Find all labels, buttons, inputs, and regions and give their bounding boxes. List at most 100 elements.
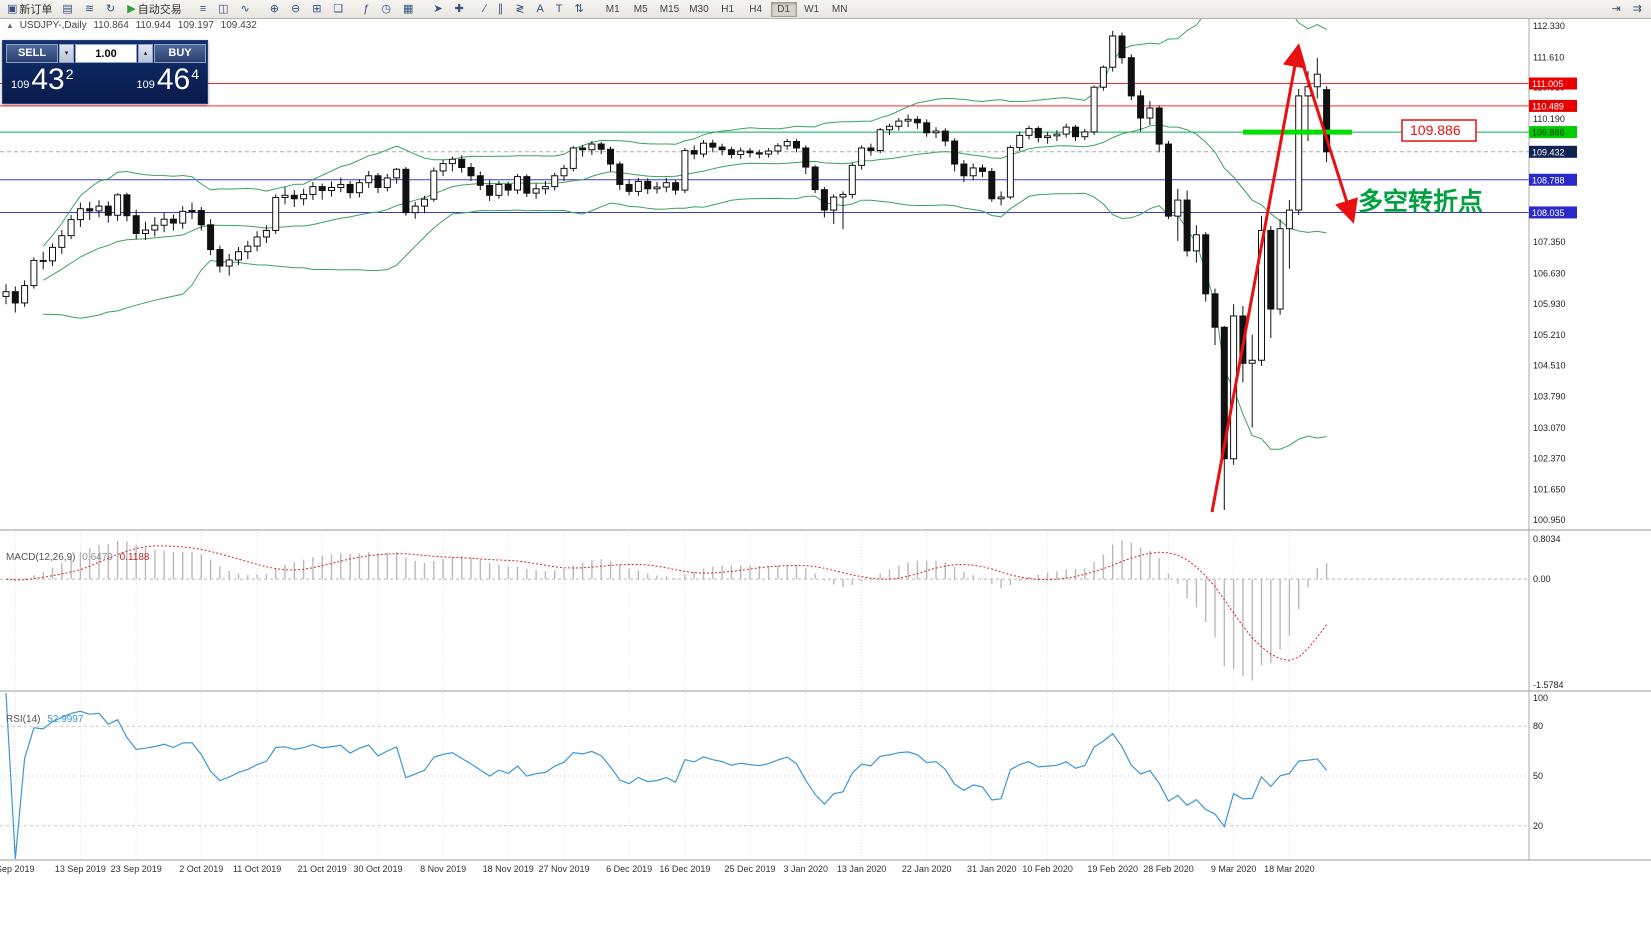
price-tag-box: [1401, 119, 1477, 142]
cursor-icon[interactable]: ➤: [429, 0, 448, 18]
y-tick: 112.330: [1533, 21, 1565, 31]
trendline-icon[interactable]: ∕: [480, 0, 492, 18]
x-date-label: 9 Mar 2020: [1211, 864, 1257, 874]
timeframe-d1[interactable]: D1: [770, 1, 797, 17]
timeframe-m30[interactable]: M30: [689, 3, 709, 15]
charts-icon[interactable]: ▤: [58, 0, 78, 18]
chart-shift-icon[interactable]: ⇥: [1608, 0, 1627, 18]
timeframe-h4[interactable]: H4: [749, 3, 763, 15]
rsi-value: 52.9997: [47, 714, 84, 725]
y-tick: 105.210: [1533, 330, 1566, 340]
timeframe-m1[interactable]: M1: [605, 3, 620, 15]
candlestick-chart-icon[interactable]: ◫: [214, 0, 234, 18]
macd-name: MACD(12,26,9): [6, 552, 76, 563]
timeframe-m15[interactable]: M15: [659, 3, 680, 15]
zoom-in-icon[interactable]: ⊕: [266, 0, 285, 18]
channel-icon: ∥: [497, 2, 504, 15]
x-date-label: 13 Sep 2019: [55, 864, 106, 874]
axis-price-label: [1529, 206, 1577, 219]
x-date-label: Sep 2019: [0, 864, 35, 874]
svg-text:109.432: 109.432: [1532, 147, 1565, 157]
bar-chart-icon[interactable]: ≡: [196, 0, 212, 18]
new-order-button[interactable]: ▣ 新订单: [3, 0, 56, 18]
volume-step-down[interactable]: ▾: [59, 44, 74, 63]
x-date-label: 21 Oct 2019: [298, 864, 347, 874]
volume-step-up[interactable]: ▴: [138, 44, 153, 63]
volume-input[interactable]: [75, 44, 137, 63]
text-icon[interactable]: A: [532, 0, 549, 18]
ohlc-high: 110.944: [135, 20, 171, 31]
autotrade-label: 自动交易: [137, 4, 182, 16]
svg-text:108.788: 108.788: [1532, 175, 1565, 185]
y-tick: 101.650: [1533, 485, 1566, 495]
svg-text:110.489: 110.489: [1532, 101, 1564, 111]
x-date-label: 13 Jan 2020: [837, 864, 887, 874]
x-date-label: 2 Oct 2019: [179, 864, 223, 874]
x-date-label: 3 Jan 2020: [784, 864, 829, 874]
symbol-info: ▲ USDJPY-,Daily 110.864 110.944 109.197 …: [6, 20, 257, 31]
x-date-label: 11 Oct 2019: [233, 864, 281, 874]
buy-price-prefix: 109: [136, 79, 155, 91]
templates-icon[interactable]: ▦: [399, 0, 419, 18]
crosshair-icon[interactable]: ✚: [451, 0, 470, 18]
timeframe-m5[interactable]: M5: [633, 3, 648, 15]
x-date-label: 8 Nov 2019: [420, 864, 466, 874]
auto-scroll-icon[interactable]: ⇉: [1629, 0, 1648, 18]
sell-price-prefix: 109: [11, 79, 30, 91]
zoom-in-icon: ⊕: [269, 2, 279, 15]
y-tick: 110.190: [1533, 114, 1565, 124]
fibonacci-icon: ≷: [515, 2, 525, 15]
sell-price[interactable]: 109 43 2: [11, 65, 74, 95]
x-date-label: 10 Feb 2020: [1022, 864, 1073, 874]
buy-button[interactable]: BUY: [154, 44, 206, 63]
periods-icon[interactable]: ◷: [377, 0, 397, 18]
timeframe-h1[interactable]: H1: [721, 3, 735, 15]
channel-icon[interactable]: ∥: [494, 0, 510, 18]
tile-windows-icon[interactable]: ❏: [329, 0, 349, 18]
zoom-out-icon[interactable]: ⊖: [287, 0, 306, 18]
sell-button[interactable]: SELL: [6, 44, 58, 63]
fibonacci-icon[interactable]: ≷: [511, 0, 530, 18]
macd-indicator-label: MACD(12,26,9) 0.6479 0.1188: [6, 552, 149, 563]
refresh-icon[interactable]: ↻: [102, 0, 121, 18]
auto-scroll-icon: ⇉: [1632, 2, 1642, 15]
crosshair-icon: ✚: [454, 2, 464, 15]
timeframe-mn[interactable]: MN: [831, 3, 848, 15]
y-tick: 106.630: [1533, 268, 1566, 278]
line-chart-icon[interactable]: ∿: [237, 0, 256, 18]
periods-icon: ◷: [381, 2, 392, 15]
up-trend-arrow: [1210, 43, 1307, 513]
ohlc-open: 110.864: [93, 20, 129, 31]
y-tick: 111.610: [1533, 52, 1564, 62]
price-tag-text: 109.886: [1410, 122, 1461, 138]
market-watch-icon[interactable]: ≋: [81, 0, 100, 18]
top-toolbar: ▣ 新订单 ▤ ≋ ↻ ▶ 自动交易 ≡ ◫ ∿ ⊕ ⊖ ⊞ ❏ ƒ ◷ ▦ ➤ ✚ ∕ ∥ ≷ A T ⇅ M1 M5 M15 M3…: [0, 0, 1651, 19]
tile-windows-icon: ❏: [333, 2, 344, 15]
line-chart-icon: ∿: [240, 2, 250, 15]
svg-text:100: 100: [1533, 693, 1548, 703]
price-panel: 多空转折点 109.886: [0, 0, 1529, 513]
indicators-icon[interactable]: ƒ: [359, 0, 375, 18]
trendline-icon: ∕: [483, 2, 486, 15]
text-label-icon[interactable]: T: [552, 0, 569, 18]
x-date-label: 6 Dec 2019: [606, 864, 652, 874]
grid-icon[interactable]: ⊞: [308, 0, 327, 18]
sell-price-big: 43: [31, 63, 65, 96]
autotrade-icon: ▶: [127, 2, 136, 15]
buy-price[interactable]: 109 46 4: [136, 65, 199, 95]
svg-text:20: 20: [1533, 821, 1543, 831]
arrows-icon[interactable]: ⇅: [571, 0, 590, 18]
y-tick: 107.350: [1533, 237, 1566, 247]
arrows-icon: ⇅: [574, 2, 584, 15]
x-date-label: 28 Feb 2020: [1143, 864, 1194, 874]
bar-chart-icon: ≡: [199, 2, 207, 15]
text-label-icon: T: [555, 2, 563, 15]
buy-price-big: 46: [156, 63, 191, 96]
timeframe-w1[interactable]: W1: [804, 3, 820, 15]
x-date-label: 16 Dec 2019: [659, 864, 710, 874]
buy-price-pip: 4: [191, 66, 199, 82]
x-date-label: 27 Nov 2019: [538, 864, 589, 874]
macd-panel: [0, 532, 1529, 689]
autotrade-button[interactable]: ▶ 自动交易: [123, 0, 185, 18]
